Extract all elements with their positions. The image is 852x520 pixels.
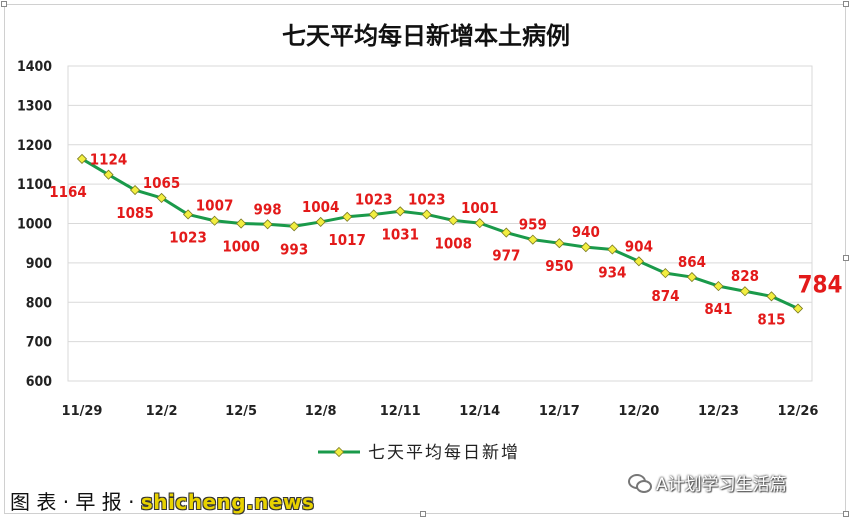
y-tick-label: 1200 (17, 138, 52, 154)
data-label: 1085 (116, 204, 154, 222)
data-label: 993 (280, 240, 308, 258)
x-tick-label: 12/26 (778, 404, 819, 419)
data-label: 1007 (196, 197, 234, 215)
watermark-left: 图 表 · 早 报 · shicheng.news (10, 486, 314, 515)
y-tick-label: 1400 (17, 59, 52, 75)
data-point[interactable] (580, 242, 591, 253)
resize-handle-top-left[interactable] (1, 1, 7, 7)
data-label: 841 (704, 300, 732, 318)
data-label: 904 (625, 237, 653, 255)
data-point[interactable] (766, 291, 777, 302)
x-tick-label: 12/8 (305, 404, 337, 419)
x-tick-label: 12/2 (146, 404, 178, 419)
resize-handle-bottom-mid[interactable] (420, 511, 426, 517)
data-point[interactable] (236, 218, 247, 229)
data-point[interactable] (262, 219, 273, 230)
data-point[interactable] (448, 215, 459, 226)
data-label: 784 (797, 271, 842, 299)
data-point[interactable] (421, 209, 432, 220)
resize-handle-top-right[interactable] (843, 1, 849, 7)
legend-label: 七天平均每日新增 (368, 443, 520, 463)
data-label: 1000 (222, 238, 260, 256)
x-tick-label: 12/20 (618, 404, 659, 419)
data-point[interactable] (342, 211, 353, 222)
data-point[interactable] (527, 234, 538, 245)
watermark-right: A计划学习生活篇 (628, 470, 787, 495)
x-tick-label: 12/11 (380, 404, 421, 419)
legend-marker (333, 446, 345, 458)
wechat-icon (628, 473, 652, 493)
data-label: 940 (572, 223, 600, 241)
data-label: 815 (757, 310, 785, 328)
x-tick-label: 11/29 (62, 404, 103, 419)
data-label: 998 (254, 200, 282, 218)
data-label: 1164 (49, 183, 87, 201)
data-point[interactable] (713, 281, 724, 292)
data-point[interactable] (76, 153, 88, 164)
chart-title: 七天平均每日新增本土病例 (282, 22, 570, 50)
data-point[interactable] (315, 216, 326, 227)
watermark-account: A计划学习生活篇 (656, 475, 787, 495)
y-tick-label: 600 (26, 374, 53, 390)
y-tick-label: 1000 (17, 217, 52, 233)
data-label: 1008 (434, 234, 472, 252)
data-label: 1001 (461, 199, 499, 217)
data-label: 1124 (90, 151, 128, 169)
data-point[interactable] (289, 221, 300, 232)
data-point[interactable] (129, 184, 141, 196)
y-tick-label: 1100 (17, 177, 52, 193)
x-tick-label: 12/5 (225, 404, 257, 419)
data-label: 950 (545, 257, 573, 275)
resize-handle-bottom-right[interactable] (843, 511, 849, 517)
y-tick-label: 700 (26, 335, 53, 351)
data-point[interactable] (660, 268, 671, 279)
data-label: 1017 (328, 231, 366, 249)
data-point[interactable] (501, 227, 512, 238)
data-point[interactable] (474, 218, 485, 229)
data-label: 874 (651, 287, 679, 305)
data-label: 828 (731, 267, 759, 285)
resize-handle-right-mid[interactable] (843, 255, 849, 261)
data-point[interactable] (395, 206, 406, 217)
data-point[interactable] (183, 209, 194, 220)
data-label: 864 (678, 253, 706, 271)
data-label: 959 (519, 216, 547, 234)
data-point[interactable] (607, 244, 618, 255)
series-line (81, 157, 799, 310)
data-label: 934 (598, 263, 626, 281)
data-point[interactable] (686, 271, 697, 283)
data-label: 1023 (355, 190, 393, 208)
data-label: 1031 (381, 225, 419, 243)
data-point[interactable] (103, 169, 114, 180)
x-tick-label: 12/17 (539, 404, 580, 419)
data-point[interactable] (739, 286, 751, 297)
x-tick-label: 12/14 (459, 404, 500, 419)
data-point[interactable] (633, 256, 644, 267)
x-tick-label: 12/23 (698, 404, 739, 419)
data-label: 1065 (143, 174, 181, 192)
data-label: 1023 (169, 228, 207, 246)
y-tick-label: 900 (26, 256, 53, 272)
data-label: 1023 (408, 190, 446, 208)
data-point[interactable] (554, 238, 565, 249)
y-tick-label: 800 (26, 295, 53, 311)
watermark-site: shicheng.news (140, 490, 315, 514)
data-point[interactable] (156, 192, 167, 203)
watermark-prefix: 图 表 · 早 报 · (10, 490, 141, 514)
y-tick-label: 1300 (17, 98, 52, 114)
data-point[interactable] (368, 209, 379, 220)
data-label: 1004 (302, 198, 340, 216)
data-point[interactable] (209, 215, 220, 226)
data-label: 977 (492, 247, 520, 265)
data-point[interactable] (792, 303, 804, 314)
chart-frame (4, 4, 846, 514)
